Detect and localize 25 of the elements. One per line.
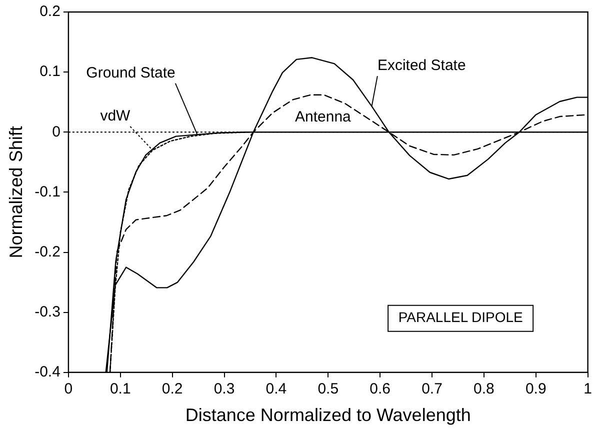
y-tick-label: -0.1 xyxy=(34,183,60,200)
y-tick-label: -0.4 xyxy=(34,364,60,381)
series-label: Antenna xyxy=(295,108,352,126)
x-tick-label: 0.2 xyxy=(162,380,183,398)
y-tick-label: -0.3 xyxy=(34,303,60,320)
y-axis-title: Normalized Shift xyxy=(6,126,26,258)
x-tick-label: 0.1 xyxy=(110,380,131,398)
x-tick-label: 0.4 xyxy=(266,380,287,398)
y-tick-label: -0.2 xyxy=(34,243,60,260)
x-tick-label: 0.7 xyxy=(422,380,442,398)
x-tick-label: 0.5 xyxy=(318,380,339,398)
x-tick-label: 0.9 xyxy=(525,380,546,398)
x-tick-label: 0 xyxy=(64,380,73,398)
x-axis-title: Distance Normalized to Wavelength xyxy=(185,405,471,426)
text: vdW xyxy=(100,108,132,125)
y-tick-label: 0.2 xyxy=(40,3,60,20)
y-tick-label: 0 xyxy=(52,123,60,140)
x-tick-label: 0.3 xyxy=(214,380,235,398)
x-tick-label: 0.6 xyxy=(370,380,391,398)
text: Ground State xyxy=(86,64,176,82)
x-tick-label: 1 xyxy=(584,380,592,398)
x-tick-label: 0.8 xyxy=(474,380,494,398)
y-tick-label: 0.1 xyxy=(40,63,60,80)
series-label: Excited State xyxy=(377,57,466,74)
annotation: PARALLEL DIPOLE xyxy=(398,309,523,326)
